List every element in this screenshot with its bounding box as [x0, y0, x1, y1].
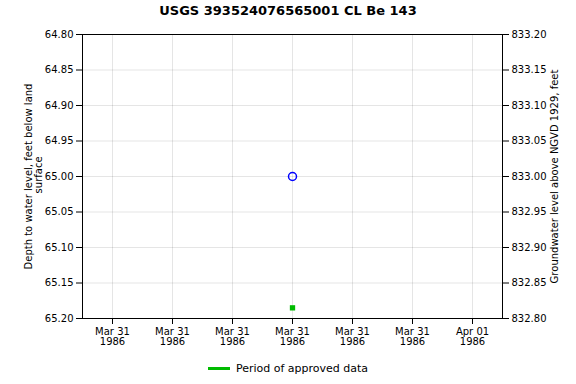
svg-text:Mar 311986: Mar 311986 [275, 326, 310, 347]
svg-text:65.10: 65.10 [45, 242, 74, 253]
svg-text:64.95: 64.95 [45, 135, 74, 146]
svg-text:64.80: 64.80 [45, 29, 74, 40]
svg-text:Mar 311986: Mar 311986 [335, 326, 370, 347]
svg-text:65.20: 65.20 [45, 313, 74, 324]
svg-text:832.90: 832.90 [512, 242, 547, 253]
svg-text:832.85: 832.85 [512, 277, 547, 288]
svg-text:Mar 311986: Mar 311986 [155, 326, 190, 347]
svg-text:832.80: 832.80 [512, 313, 547, 324]
svg-text:833.10: 833.10 [512, 100, 547, 111]
svg-text:65.00: 65.00 [45, 171, 74, 182]
html-text:Period of approved data: Period of approved data [235, 361, 369, 375]
svg-text:832.95: 832.95 [512, 206, 547, 217]
svg-text:Mar 311986: Mar 311986 [95, 326, 130, 347]
svg-text:Mar 311986: Mar 311986 [215, 326, 250, 347]
svg-text:64.90: 64.90 [45, 100, 74, 111]
svg-text:Apr 011986: Apr 011986 [456, 326, 489, 347]
svg-text:64.85: 64.85 [45, 64, 74, 75]
svg-text:65.05: 65.05 [45, 206, 74, 217]
svg-text:833.00: 833.00 [512, 171, 547, 182]
svg-text:833.15: 833.15 [512, 64, 547, 75]
svg-text:Groundwater level above NGVD 1: Groundwater level above NGVD 1929, feet [549, 70, 560, 284]
svg-text:833.05: 833.05 [512, 135, 547, 146]
svg-text:833.20: 833.20 [512, 29, 547, 40]
html-text:USGS 393524076565001 CL Be 143: USGS 393524076565001 CL Be 143 [159, 3, 417, 18]
svg-text:Mar 311986: Mar 311986 [395, 326, 430, 347]
svg-text:Depth to water level, feet bel: Depth to water level, feet below land su… [23, 84, 44, 270]
svg-text:65.15: 65.15 [45, 277, 74, 288]
